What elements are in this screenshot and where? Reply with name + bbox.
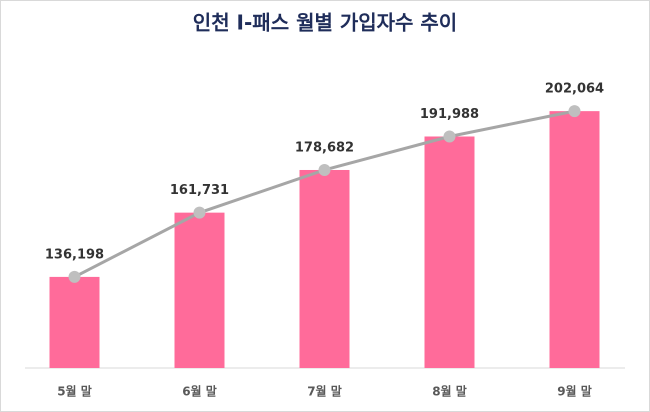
x-tick-label: 7월 말	[307, 384, 342, 399]
data-label: 161,731	[170, 183, 229, 198]
line-marker	[443, 130, 456, 143]
bar	[549, 111, 600, 369]
data-label: 178,682	[295, 140, 354, 155]
data-label: 136,198	[45, 247, 104, 262]
bar	[299, 169, 350, 368]
bar	[424, 136, 475, 368]
x-tick-label: 5월 말	[57, 384, 92, 399]
line-marker	[68, 270, 81, 283]
x-tick-label: 6월 말	[182, 384, 217, 399]
x-tick-label: 9월 말	[557, 384, 592, 399]
line-marker	[193, 206, 206, 219]
x-tick-label: 8월 말	[432, 384, 467, 399]
bar	[174, 212, 225, 368]
data-label: 191,988	[420, 107, 479, 122]
line-marker	[568, 105, 581, 118]
data-label: 202,064	[545, 82, 604, 97]
chart-title: 인천 I-패스 월별 가입자수 추이	[193, 11, 457, 35]
bar	[49, 276, 100, 368]
line-marker	[318, 163, 331, 176]
